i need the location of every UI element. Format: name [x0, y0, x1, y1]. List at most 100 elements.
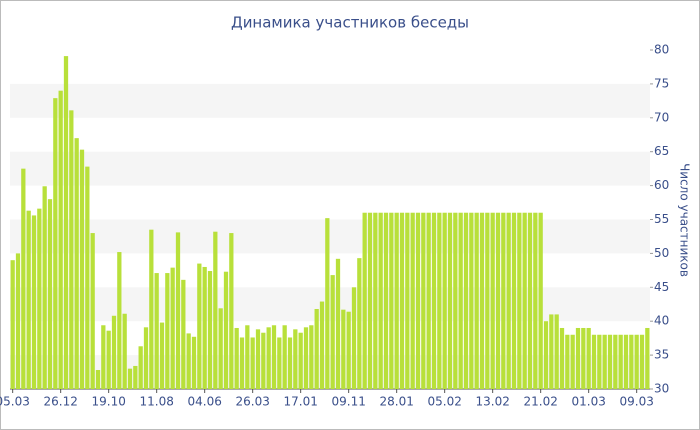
- bar: [485, 212, 490, 389]
- bar: [325, 218, 330, 389]
- bar: [607, 334, 613, 389]
- bar: [618, 334, 623, 389]
- bar: [223, 271, 229, 389]
- bar: [245, 325, 250, 389]
- x-tick-label: 05.02: [427, 395, 461, 409]
- x-tick-label: 09.11: [331, 395, 365, 409]
- bar: [415, 212, 421, 389]
- bar: [437, 212, 442, 389]
- bar: [261, 332, 266, 389]
- bar: [586, 327, 591, 389]
- bar: [298, 332, 303, 389]
- bar: [271, 325, 277, 389]
- bar: [181, 279, 186, 389]
- x-tick-label: 26.03: [235, 395, 269, 409]
- bar: [117, 252, 122, 389]
- bar: [581, 327, 586, 389]
- bar: [37, 208, 42, 389]
- y-tick-label: 75: [654, 76, 669, 90]
- bar: [341, 309, 346, 389]
- bar: [570, 334, 575, 389]
- x-tick-label: 26.12: [43, 395, 77, 409]
- bar: [426, 212, 431, 389]
- bar: [623, 334, 629, 389]
- bar: [255, 329, 261, 389]
- bar: [15, 253, 21, 389]
- bar: [127, 368, 133, 389]
- bar: [335, 258, 341, 389]
- bar: [213, 231, 218, 389]
- x-tick-label: 19.10: [91, 395, 125, 409]
- y-tick-label: 50: [654, 246, 669, 260]
- y-tick-label: 45: [654, 280, 669, 294]
- bar: [330, 275, 335, 389]
- y-tick-label: 65: [654, 144, 669, 158]
- bar: [575, 327, 581, 389]
- bar: [90, 233, 95, 389]
- bar: [367, 212, 373, 389]
- bar: [250, 337, 255, 389]
- y-tick-label: 70: [654, 110, 669, 124]
- x-tick-label: 01.03: [571, 395, 605, 409]
- bar: [149, 229, 154, 389]
- bar: [197, 263, 202, 389]
- bar: [101, 325, 106, 389]
- bar: [159, 322, 165, 389]
- x-tick-label: 05.03: [0, 395, 30, 409]
- bar: [453, 212, 458, 389]
- y-axis-label: Число участников: [678, 163, 692, 277]
- bar: [410, 212, 415, 389]
- bar: [565, 334, 570, 389]
- bar: [293, 329, 298, 389]
- bar: [639, 334, 645, 389]
- grid-band: [10, 219, 650, 254]
- y-tick-label: 80: [654, 43, 669, 57]
- bar: [479, 212, 485, 389]
- bar: [421, 212, 426, 389]
- bar: [95, 370, 101, 389]
- bar: [122, 313, 127, 389]
- bar: [218, 308, 223, 389]
- bar: [31, 215, 37, 389]
- bar: [314, 308, 319, 389]
- bar: [634, 334, 639, 389]
- bar: [207, 271, 213, 389]
- bar: [559, 327, 565, 389]
- bar: [175, 232, 181, 389]
- bar: [229, 233, 234, 389]
- bar: [362, 212, 367, 389]
- bar: [490, 212, 495, 389]
- bar: [522, 212, 527, 389]
- bar: [239, 337, 245, 389]
- bar: [549, 314, 554, 389]
- bar: [533, 212, 538, 389]
- grid-band: [10, 83, 650, 118]
- bar: [517, 212, 522, 389]
- bar: [234, 327, 239, 389]
- bar: [74, 138, 79, 389]
- bar: [186, 333, 191, 389]
- x-tick-label: 11.08: [139, 395, 173, 409]
- bar: [287, 337, 293, 389]
- bar: [138, 346, 143, 389]
- bar: [191, 336, 197, 389]
- bar: [613, 334, 618, 389]
- y-tick-label: 40: [654, 314, 669, 328]
- y-tick-label: 35: [654, 348, 669, 362]
- bar: [431, 212, 437, 389]
- bar: [506, 212, 511, 389]
- x-tick-label: 28.01: [379, 395, 413, 409]
- bar: [42, 186, 47, 389]
- bar: [202, 266, 207, 389]
- bar: [378, 212, 383, 389]
- bar: [26, 210, 31, 389]
- grid-band: [10, 355, 650, 389]
- bar: [277, 337, 282, 389]
- x-tick-label: 21.02: [523, 395, 557, 409]
- bar: [143, 327, 149, 389]
- bar: [282, 325, 287, 389]
- bar: [442, 212, 447, 389]
- bar: [399, 212, 405, 389]
- bar: [543, 321, 549, 389]
